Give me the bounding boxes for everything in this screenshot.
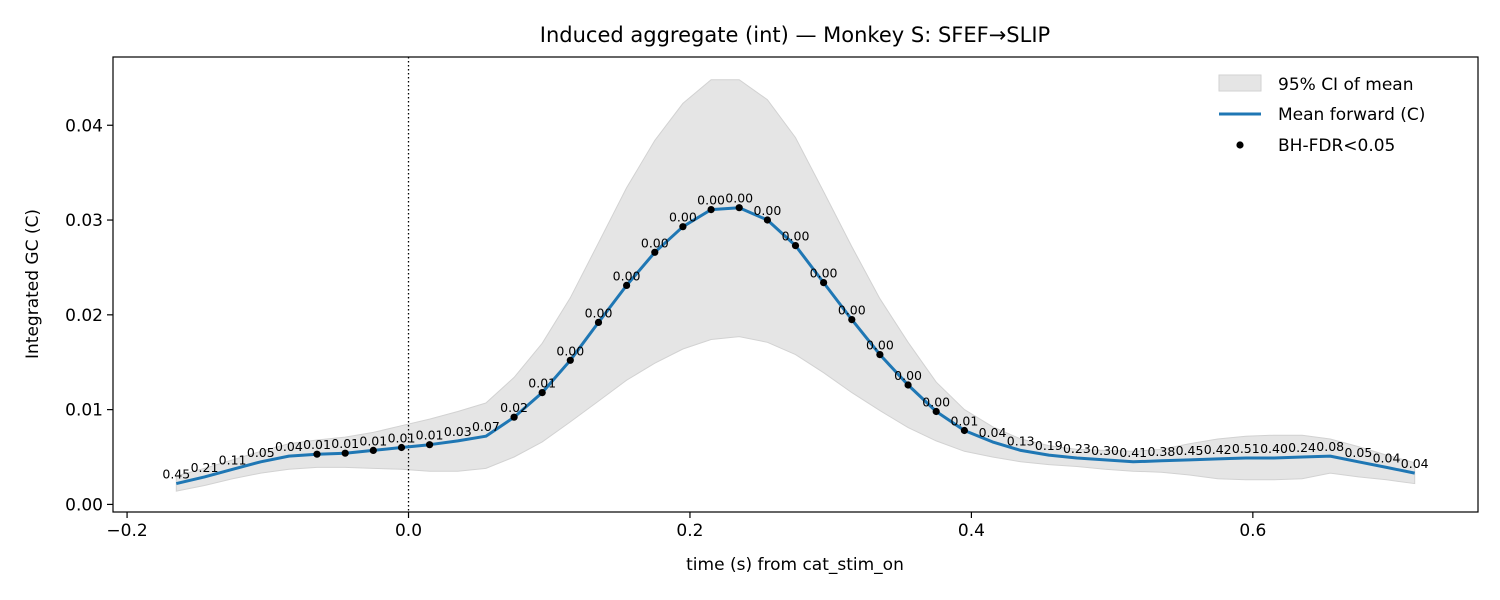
p-value-label: 0.01 [388, 431, 416, 446]
sig-marker [341, 449, 349, 457]
p-value-label: 0.19 [1035, 438, 1063, 453]
p-value-label: 0.00 [613, 268, 641, 283]
sig-marker [904, 381, 912, 389]
p-value-label: 0.07 [472, 419, 500, 434]
p-value-label: 0.01 [950, 414, 978, 429]
p-value-label: 0.30 [1091, 443, 1119, 458]
y-tick-label: 0.04 [65, 116, 103, 136]
y-tick-label: 0.03 [65, 211, 103, 231]
sig-marker [594, 318, 603, 326]
ci-band [175, 79, 1416, 492]
y-tick-label: 0.02 [65, 306, 103, 326]
p-value-label: 0.00 [641, 235, 669, 250]
p-value-label: 0.00 [753, 203, 781, 218]
p-value-label: 0.21 [191, 460, 219, 475]
legend-ci-swatch [1218, 74, 1262, 92]
p-value-label: 0.38 [1147, 444, 1175, 459]
sig-marker [426, 441, 434, 449]
sig-marker [763, 216, 772, 224]
p-value-label: 0.01 [359, 433, 387, 448]
p-value-label: 0.42 [1204, 442, 1232, 457]
p-value-label: 0.00 [866, 338, 894, 353]
p-value-label: 0.04 [979, 425, 1007, 440]
x-axis-label: time (s) from cat_stim_on [686, 555, 904, 575]
p-value-label: 0.04 [1401, 456, 1429, 471]
x-tick-label: 0.2 [676, 521, 703, 541]
sig-marker [735, 204, 743, 212]
p-value-label: 0.03 [444, 424, 472, 439]
legend: 95% CI of mean Mean forward (C) BH-FDR<0… [1218, 74, 1425, 156]
legend-label-sig: BH-FDR<0.05 [1278, 136, 1395, 156]
p-value-label: 0.23 [1063, 441, 1091, 456]
sig-marker [369, 446, 377, 454]
sig-marker [848, 316, 856, 324]
p-value-label: 0.45 [1176, 443, 1204, 458]
sig-marker [707, 206, 715, 214]
chart-title: Induced aggregate (int) — Monkey S: SFEF… [540, 23, 1050, 47]
legend-label-ci: 95% CI of mean [1278, 75, 1413, 95]
sig-marker [623, 281, 631, 289]
p-value-label: 0.00 [725, 191, 753, 206]
p-value-label: 0.41 [1119, 445, 1147, 460]
p-value-label: 0.08 [1316, 439, 1344, 454]
p-value-label: 0.24 [1288, 440, 1316, 455]
p-value-label: 0.00 [556, 343, 584, 358]
sig-marker [932, 407, 940, 416]
x-tick-label: 0.6 [1239, 521, 1266, 541]
p-value-label: 0.05 [1344, 445, 1372, 460]
plot-frame [112, 56, 1479, 513]
p-value-label: 0.01 [416, 428, 444, 443]
p-value-label: 0.11 [219, 452, 247, 467]
legend-label-mean: Mean forward (C) [1278, 105, 1425, 125]
legend-sig-swatch [1236, 141, 1244, 149]
p-value-label: 0.01 [528, 376, 556, 391]
p-value-label: 0.00 [838, 303, 866, 318]
p-value-label: 0.00 [810, 266, 838, 281]
y-tick-label: 0.00 [65, 495, 103, 515]
p-value-label: 0.04 [1373, 450, 1401, 465]
p-value-label: 0.51 [1232, 441, 1260, 456]
sig-marker [397, 443, 406, 452]
sig-marker [651, 248, 659, 256]
p-value-label: 0.13 [1007, 433, 1035, 448]
p-value-label: 0.45 [162, 467, 190, 482]
sig-marker [876, 351, 884, 359]
x-tick-label: 0.4 [958, 521, 985, 541]
p-value-label: 0.40 [1260, 441, 1288, 456]
sig-marker [820, 279, 828, 287]
p-value-label: 0.00 [894, 368, 922, 383]
sig-marker [960, 426, 969, 435]
p-value-label: 0.00 [782, 229, 810, 244]
p-value-label: 0.05 [247, 445, 275, 460]
p-value-label: 0.04 [275, 439, 303, 454]
sig-marker [679, 223, 687, 231]
p-value-label: 0.00 [922, 395, 950, 410]
plot-area: 0.45 0.210.11 0.05 0.04 0.01 0.01 0.01 0.01 0.01… [162, 57, 1429, 512]
x-tick-label: −0.2 [106, 521, 147, 541]
y-axis-label: Integrated GC (C) [23, 209, 43, 359]
p-value-label: 0.00 [669, 210, 697, 225]
x-tick-label: 0.0 [395, 521, 422, 541]
p-value-label: 0.02 [500, 400, 528, 415]
sig-marker [791, 242, 800, 250]
y-tick-label: 0.01 [65, 401, 103, 421]
axes: −0.2 0.0 0.2 0.4 0.60.000.010.020.030.04 [65, 116, 1266, 541]
p-value-label: 0.00 [697, 193, 725, 208]
sig-marker [510, 413, 518, 421]
p-value-label: 0.01 [331, 436, 359, 451]
sig-marker [566, 356, 574, 364]
sig-marker [538, 389, 546, 397]
p-value-label: 0.01 [303, 437, 331, 452]
p-value-label: 0.00 [585, 305, 613, 320]
sig-marker [313, 450, 321, 458]
